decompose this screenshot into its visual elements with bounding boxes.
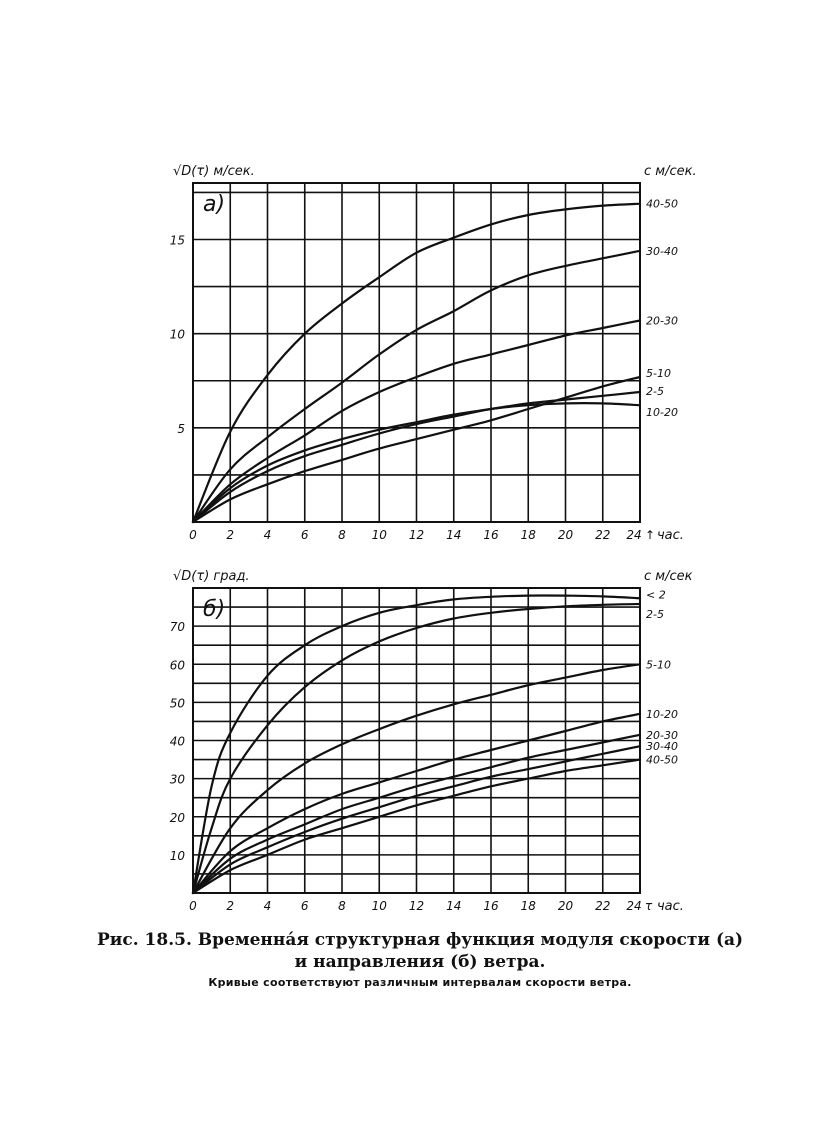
panel-a-series-2-line <box>191 249 642 524</box>
panel-a-series-1-line <box>191 202 642 524</box>
panel-a-x-tick-label: 24 <box>626 528 641 542</box>
panel-a-x-tick-label: 18 <box>521 528 537 542</box>
panel-b-chart: 0 2 4 6 8 10 12 14 16 18 20 22 24 τ час.10203040506070… <box>170 569 693 914</box>
panel-a-y-axis-label: √D(τ) м/сек. <box>173 164 255 179</box>
panel-b-series-2-line <box>191 602 642 895</box>
panel-a-y-tick-label: 15 <box>170 234 185 248</box>
panel-b-x-tick-label: 0 <box>189 899 197 913</box>
panel-b-series-5-line <box>191 733 642 895</box>
panel-b-right-label: с м/сек <box>644 569 693 584</box>
panel-a-y-tick-label: 10 <box>170 328 186 342</box>
panel-b-x-axis-label: час. <box>657 899 684 914</box>
panel-b-x-tick-label: 22 <box>595 899 610 913</box>
panel-b-x-tick-label: 18 <box>521 899 537 913</box>
panel-b-series-4-label: 10-20 <box>646 708 678 721</box>
panel-a-series-4-line <box>191 375 642 524</box>
panel-b-series-5-label: 20-30 <box>646 729 678 742</box>
panel-a-series-3-label: 20-30 <box>646 314 678 327</box>
panel-a-series-1-label: 40-50 <box>646 198 678 211</box>
panel-b-y-tick-label: 20 <box>170 811 186 825</box>
panel-a-x-tick-label: 10 <box>372 528 388 542</box>
panel-b-series-6-label: 30-40 <box>646 740 678 753</box>
panel-a-series-6-line <box>191 402 642 524</box>
panel-b-y-axis-label: √D(τ) град. <box>173 569 250 584</box>
panel-b-series-7-line <box>191 758 642 895</box>
panel-a-x-tick-label: 12 <box>409 528 424 542</box>
panel-b-x-tick-label: 24 <box>626 899 641 913</box>
panel-a-series-5-label: 2-5 <box>646 385 664 398</box>
panel-b-x-tick-label: 12 <box>409 899 424 913</box>
panel-a-series-2-label: 30-40 <box>646 245 678 258</box>
panel-a-x-tick-label: 6 <box>301 528 309 542</box>
panel-a-series-5-line <box>191 390 642 524</box>
panel-b-x-axis-mark: τ <box>645 899 653 913</box>
panel-b-series-3-line <box>191 663 642 895</box>
caption-note: Кривые соответствуют различным интервала… <box>208 976 632 989</box>
panel-b-x-tick-label: 16 <box>483 899 499 913</box>
panel-b-y-tick-label: 40 <box>170 735 186 749</box>
panel-a-x-tick-label: 8 <box>338 528 346 542</box>
panel-b-series-1-label: < 2 <box>646 588 666 601</box>
panel-a-y-tick-label: 5 <box>177 422 185 436</box>
panel-a-x-axis-mark: ↑ <box>645 528 655 542</box>
panel-b-y-tick-label: 10 <box>170 849 186 863</box>
panel-b-series-2-label: 2-5 <box>646 608 664 621</box>
panel-b-y-tick-label: 50 <box>170 696 186 710</box>
panel-b-y-tick-label: 60 <box>170 658 186 672</box>
panel-b-y-tick-label: 70 <box>170 620 186 634</box>
caption-title-line-1: Рис. 18.5. Временна́я структурная функци… <box>96 930 744 950</box>
panel-b-x-tick-label: 8 <box>338 899 346 913</box>
panel-a-x-tick-label: 14 <box>446 528 461 542</box>
panel-b-series-7-label: 40-50 <box>646 754 678 767</box>
panel-b-x-tick-label: 6 <box>301 899 309 913</box>
panel-a-series-4-label: 5-10 <box>646 367 671 380</box>
panel-a-series-3-line <box>191 319 642 524</box>
panel-b-plot-frame <box>192 587 641 894</box>
panel-a-x-tick-label: 16 <box>483 528 499 542</box>
panel-a-series-6-label: 10-20 <box>646 406 678 419</box>
panel-b-series-1-line <box>191 594 642 895</box>
panel-a-x-axis-label: час. <box>657 528 684 543</box>
panel-b-x-tick-label: 10 <box>372 899 388 913</box>
panel-b-series-6-line <box>191 745 642 895</box>
panel-a-right-label: с м/сек. <box>644 164 697 179</box>
panel-a-x-tick-label: 22 <box>595 528 610 542</box>
caption-title-line-2: и направления (б) ветра. <box>294 952 546 972</box>
panel-a-x-tick-label: 4 <box>264 528 272 542</box>
panel-b-x-tick-label: 14 <box>446 899 461 913</box>
panel-b-x-tick-label: 2 <box>226 899 234 913</box>
panel-a-x-tick-label: 2 <box>226 528 234 542</box>
panel-a-panel-label: а) <box>203 192 225 217</box>
panel-b-series-3-label: 5-10 <box>646 658 671 671</box>
panel-a-plot-frame <box>192 182 641 523</box>
panel-b-x-tick-label: 4 <box>264 899 272 913</box>
panel-a-x-tick-label: 0 <box>189 528 197 542</box>
panel-b-x-tick-label: 20 <box>558 899 574 913</box>
panel-b-panel-label: б) <box>203 597 225 622</box>
panel-b-y-tick-label: 30 <box>170 773 186 787</box>
panel-b-series-4-line <box>191 712 642 895</box>
panel-a-x-tick-label: 20 <box>558 528 574 542</box>
